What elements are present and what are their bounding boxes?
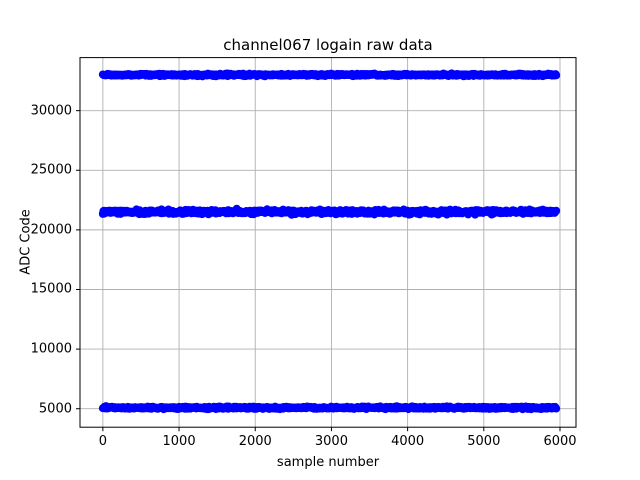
- y-tick-label: 30000: [30, 103, 72, 119]
- chart-title: channel067 logain raw data: [223, 36, 433, 54]
- y-tick-label: 10000: [30, 341, 72, 357]
- y-tick-label: 25000: [30, 162, 72, 178]
- x-tick-label: 6000: [543, 434, 577, 449]
- x-tick-label: 0: [98, 434, 107, 449]
- x-tick-label: 3000: [314, 434, 348, 449]
- y-tick-label: 5000: [38, 401, 72, 417]
- x-axis-label: sample number: [276, 455, 380, 470]
- y-axis-label: ADC Code: [18, 209, 34, 275]
- y-tick-label: 15000: [30, 281, 72, 297]
- x-tick-label: 2000: [238, 434, 272, 449]
- x-tick-label: 5000: [467, 434, 501, 449]
- x-tick-label: 1000: [162, 434, 196, 449]
- y-tick-label: 20000: [30, 222, 72, 238]
- x-tick-label: 4000: [391, 434, 425, 449]
